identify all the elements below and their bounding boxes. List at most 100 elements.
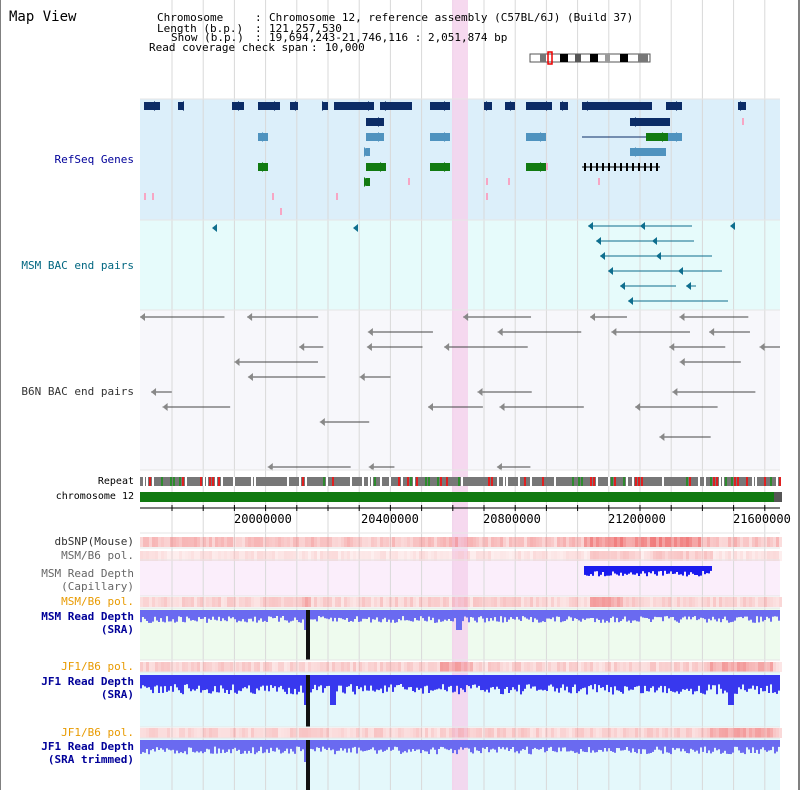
- depth-bar: [410, 740, 412, 752]
- heat-cell: [671, 662, 674, 672]
- depth-bar: [452, 610, 454, 622]
- depth-bar: [244, 675, 246, 688]
- refseq-genes-label[interactable]: RefSeq Genes: [54, 153, 134, 166]
- repeat-element: [428, 477, 430, 486]
- heat-cell: [659, 662, 662, 672]
- depth-bar: [580, 740, 582, 749]
- depth-bar: [156, 675, 158, 686]
- msm-depth-capillary-label[interactable]: MSM Read Depth: [41, 567, 134, 580]
- heat-cell: [176, 728, 179, 738]
- depth-bar: [678, 566, 680, 575]
- heat-cell: [482, 662, 485, 672]
- heat-cell: [710, 728, 713, 738]
- depth-bar: [704, 610, 706, 620]
- depth-bar: [626, 740, 628, 747]
- heat-cell: [380, 597, 383, 607]
- heat-cell: [578, 537, 581, 547]
- heat-cell: [218, 537, 221, 547]
- depth-bar: [586, 740, 588, 753]
- depth-bar: [528, 740, 530, 754]
- msm-b6-pol-sra-label[interactable]: MSM/B6 pol.: [61, 595, 134, 608]
- depth-bar: [412, 675, 414, 691]
- msm-b6-pol-label[interactable]: MSM/B6 pol.: [61, 549, 134, 562]
- depth-bar: [532, 740, 534, 750]
- repeat-element: [299, 477, 301, 486]
- depth-bar: [592, 740, 594, 751]
- depth-bar: [166, 675, 168, 692]
- depth-bar: [594, 610, 596, 623]
- heat-cell: [155, 551, 158, 561]
- depth-bar: [254, 610, 256, 617]
- depth-bar: [742, 740, 744, 753]
- heat-cell: [194, 728, 197, 738]
- depth-bar: [572, 675, 574, 687]
- depth-bar: [586, 610, 588, 619]
- depth-bar: [382, 610, 384, 620]
- heat-cell: [500, 662, 503, 672]
- depth-bar: [636, 566, 638, 574]
- jf1-depth-sra-label[interactable]: JF1 Read Depth: [41, 675, 134, 688]
- heat-cell: [386, 551, 389, 561]
- depth-bar: [224, 740, 226, 753]
- heat-cell: [680, 728, 683, 738]
- heat-cell: [380, 551, 383, 561]
- heat-cell: [287, 662, 290, 672]
- heat-cell: [602, 537, 605, 547]
- jf1-b6-pol-trimmed-label[interactable]: JF1/B6 pol.: [61, 726, 134, 739]
- depth-bar: [500, 675, 502, 694]
- heat-cell: [467, 551, 470, 561]
- depth-bar: [270, 675, 272, 686]
- jf1-depth-trimmed-label[interactable]: JF1 Read Depth: [41, 740, 134, 753]
- depth-bar: [330, 740, 332, 751]
- heat-cell: [359, 597, 362, 607]
- depth-bar: [688, 740, 690, 754]
- depth-bar: [206, 675, 208, 690]
- heat-cell: [578, 597, 581, 607]
- b6n-bac-label[interactable]: B6N BAC end pairs: [21, 385, 134, 398]
- jf1-b6-pol-label[interactable]: JF1/B6 pol.: [61, 660, 134, 673]
- msm-bac-label[interactable]: MSM BAC end pairs: [21, 259, 134, 272]
- heat-cell: [188, 537, 191, 547]
- heat-cell: [494, 597, 497, 607]
- depth-bar: [732, 675, 734, 705]
- heat-cell: [773, 662, 776, 672]
- depth-bar: [486, 610, 488, 618]
- depth-bar: [444, 675, 446, 690]
- depth-bar: [664, 610, 666, 617]
- heat-cell: [377, 537, 380, 547]
- depth-bar: [262, 610, 264, 622]
- depth-bar: [218, 675, 220, 693]
- heat-cell: [662, 551, 665, 561]
- heat-cell: [662, 728, 665, 738]
- depth-bar: [510, 740, 512, 749]
- heat-cell: [476, 551, 479, 561]
- depth-bar: [402, 610, 404, 617]
- heat-cell: [692, 537, 695, 547]
- heat-cell: [200, 662, 203, 672]
- depth-bar: [358, 740, 360, 748]
- depth-bar: [484, 675, 486, 692]
- heat-cell: [758, 662, 761, 672]
- depth-bar: [720, 610, 722, 623]
- depth-bar: [204, 740, 206, 752]
- depth-bar: [624, 610, 626, 617]
- depth-bar: [736, 675, 738, 694]
- msm-depth-sra-label[interactable]: MSM Read Depth: [41, 610, 134, 623]
- dbsnp-label[interactable]: dbSNP(Mouse): [54, 535, 134, 548]
- heat-cell: [344, 597, 347, 607]
- depth-bar: [768, 610, 770, 619]
- depth-bar: [768, 740, 770, 751]
- depth-bar: [776, 610, 778, 617]
- heat-cell: [479, 662, 482, 672]
- heat-cell: [530, 537, 533, 547]
- depth-bar: [454, 675, 456, 692]
- heat-cell: [311, 537, 314, 547]
- heat-cell: [755, 537, 758, 547]
- depth-bar: [640, 566, 642, 574]
- heat-cell: [212, 551, 215, 561]
- heat-cell: [716, 662, 719, 672]
- heat-cell: [566, 728, 569, 738]
- heat-cell: [407, 728, 410, 738]
- heat-cell: [563, 662, 566, 672]
